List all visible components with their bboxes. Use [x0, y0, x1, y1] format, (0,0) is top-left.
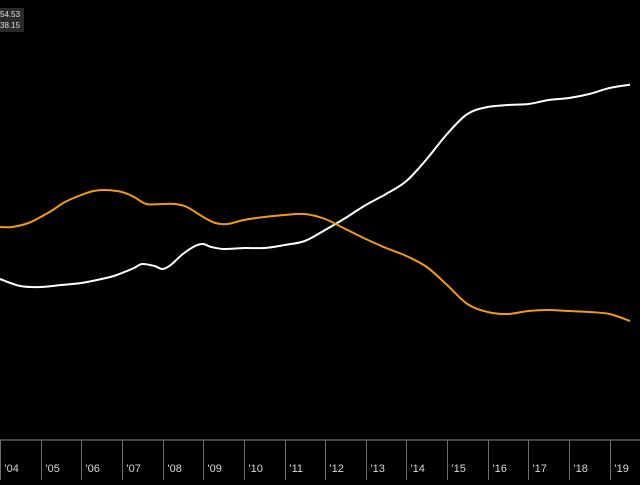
x-tick-label: '05 [46, 463, 60, 475]
x-tick-label: '17 [533, 463, 547, 475]
x-tick-label: '19 [615, 463, 629, 475]
x-tick-label: '07 [127, 463, 141, 475]
legend: 54.53 38.15 [0, 8, 25, 32]
series-group [0, 83, 631, 322]
x-tick-label: '18 [574, 463, 588, 475]
legend-value-white-series: 54.53 [0, 10, 21, 19]
legend-value-orange-series: 38.15 [0, 21, 21, 30]
x-tick-label: '08 [168, 463, 182, 475]
x-tick-label: '12 [330, 463, 344, 475]
x-tick-label: '14 [411, 463, 425, 475]
x-tick-label: '04 [5, 463, 19, 475]
x-tick-label: '11 [290, 463, 304, 475]
x-tick-label: '06 [86, 463, 100, 475]
x-tick-label: '09 [208, 463, 222, 475]
series-line-white [0, 83, 631, 289]
x-tick-label: '15 [452, 463, 466, 475]
x-axis: '04 '05 '06 '07 '08 '09 '10 '11 '12 '13 '14 '15 '16 '… [0, 439, 640, 480]
x-tick-label: '10 [249, 463, 263, 475]
x-tick-label: '13 [371, 463, 385, 475]
series-line-orange [0, 188, 631, 322]
x-tick-label: '16 [493, 463, 507, 475]
